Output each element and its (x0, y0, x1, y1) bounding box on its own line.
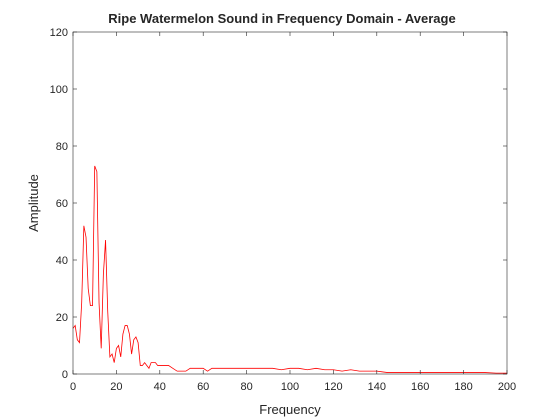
x-tick-label: 20 (110, 381, 122, 393)
y-tick-label: 120 (50, 27, 68, 39)
x-tick-label: 60 (197, 381, 209, 393)
series-line (72, 165, 507, 374)
x-tick-label: 200 (498, 381, 516, 393)
y-tick-label: 100 (50, 84, 68, 96)
y-tick-label: 20 (56, 312, 68, 324)
y-tick-label: 80 (56, 141, 68, 153)
x-axis-label: Frequency (259, 402, 321, 417)
plot-area (73, 32, 507, 374)
x-tick-label: 100 (281, 381, 299, 393)
x-tick-label: 160 (411, 381, 429, 393)
x-tick-label: 180 (454, 381, 472, 393)
x-tick-label: 0 (70, 381, 76, 393)
plot-frame (72, 31, 508, 375)
y-tick-label: 60 (56, 198, 68, 210)
x-tick-label: 140 (368, 381, 386, 393)
x-tick-label: 40 (154, 381, 166, 393)
x-axis-ticks: 0 20 40 60 80 100 120 140 160 180 200 (70, 32, 516, 393)
y-axis-label: Amplitude (26, 174, 41, 232)
chart-title: Ripe Watermelon Sound in Frequency Domai… (108, 11, 455, 26)
y-tick-label: 40 (56, 255, 68, 267)
y-tick-label: 0 (62, 369, 68, 381)
x-tick-label: 120 (324, 381, 342, 393)
x-tick-label: 80 (240, 381, 252, 393)
y-axis-ticks: 0 20 40 60 80 100 120 (50, 27, 507, 381)
